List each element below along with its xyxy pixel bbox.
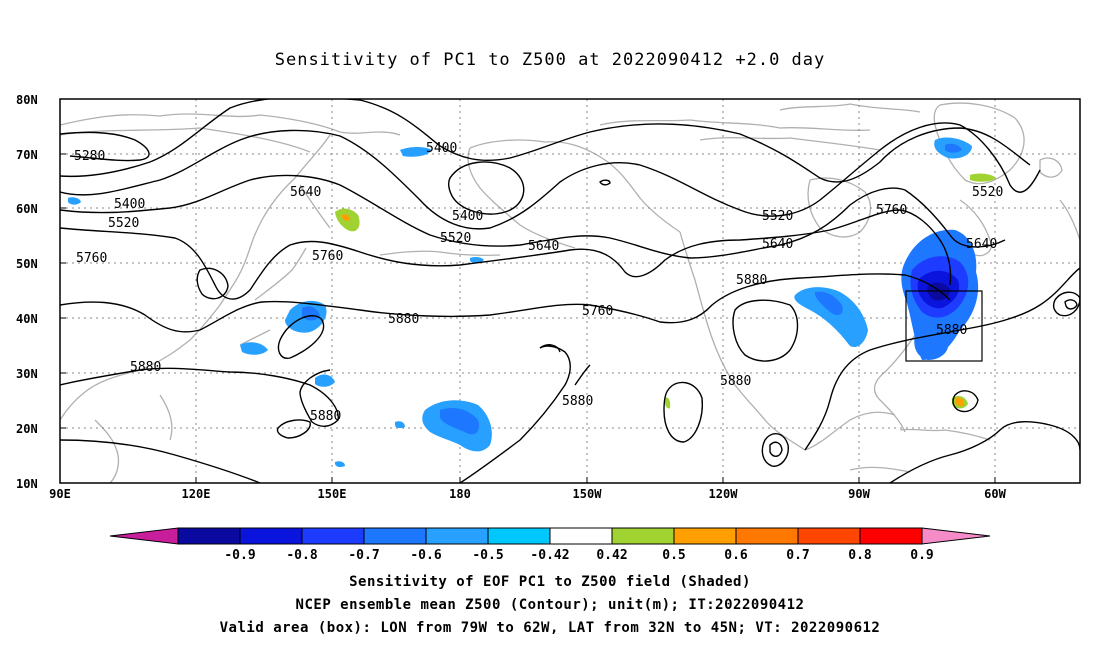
contour-label: 5760 (582, 304, 613, 319)
valid-area-box (905, 290, 983, 362)
map-frame (59, 98, 1081, 484)
lon-label: 180 (449, 487, 471, 501)
contour-label: 5640 (528, 239, 559, 254)
colorbar-tick-label: 0.7 (786, 548, 809, 563)
colorbar-segment (239, 527, 303, 545)
contour-label: 5880 (310, 409, 341, 424)
plot-title: Sensitivity of PC1 to Z500 at 2022090412… (274, 50, 826, 70)
contour-label: 5880 (936, 323, 967, 338)
lat-label: 20N (16, 422, 38, 436)
contour-label: 5400 (114, 197, 145, 212)
lat-label: 50N (16, 257, 38, 271)
colorbar-segment (673, 527, 737, 545)
caption-line-3: Valid area (box): LON from 79W to 62W, L… (219, 620, 881, 636)
lat-label: 30N (16, 367, 38, 381)
lat-label: 80N (16, 93, 38, 107)
contour-label: 5760 (876, 203, 907, 218)
lat-label: 60N (16, 202, 38, 216)
lon-label: 120E (182, 487, 211, 501)
lon-label: 90W (848, 487, 870, 501)
colorbar-segment (487, 527, 551, 545)
colorbar-tick-label: -0.6 (410, 548, 441, 563)
colorbar-segment (797, 527, 861, 545)
contour-label: 5400 (426, 141, 457, 156)
lon-label: 90E (49, 487, 71, 501)
lon-label: 120W (709, 487, 739, 501)
axis-ticks (60, 98, 996, 484)
contour-label: 5880 (130, 360, 161, 375)
colorbar-tick-label: -0.9 (224, 548, 255, 563)
colorbar: -0.9 -0.8 -0.7 -0.6 -0.5 -0.42 0.42 0.5 0.6 0.7 0.… (109, 527, 991, 563)
colorbar-segment (735, 527, 799, 545)
lat-label: 10N (16, 477, 38, 491)
colorbar-segment (425, 527, 489, 545)
contour-label: 5880 (736, 273, 767, 288)
lon-label: 150E (318, 487, 347, 501)
lat-label: 70N (16, 148, 38, 162)
longitude-labels: 90E 120E 150E 180 150W 120W 90W 60W (49, 487, 1006, 501)
contour-label: 5280 (74, 149, 105, 164)
colorbar-segment (301, 527, 365, 545)
colorbar-tick-label: 0.9 (910, 548, 933, 563)
colorbar-tick-label: -0.42 (530, 548, 569, 563)
lon-label: 150W (573, 487, 603, 501)
contour-label: 5400 (452, 209, 483, 224)
colorbar-tick-label: -0.5 (472, 548, 503, 563)
colorbar-tick-label: -0.7 (348, 548, 379, 563)
contour-label: 5880 (562, 394, 593, 409)
colorbar-tick-label: 0.5 (662, 548, 685, 563)
colorbar-lower-extension (109, 527, 179, 545)
colorbar-segment (363, 527, 427, 545)
latitude-labels: 80N 70N 60N 50N 40N 30N 20N 10N (16, 93, 38, 491)
contour-label: 5880 (720, 374, 751, 389)
colorbar-upper-extension (921, 527, 991, 545)
contour-label: 5640 (290, 185, 321, 200)
colorbar-tick-label: -0.8 (286, 548, 317, 563)
lon-label: 60W (984, 487, 1006, 501)
colorbar-segment (549, 527, 613, 545)
lat-label: 40N (16, 312, 38, 326)
caption-line-2: NCEP ensemble mean Z500 (Contour); unit(… (295, 597, 805, 613)
caption-line-1: Sensitivity of EOF PC1 to Z500 field (Sh… (349, 574, 751, 590)
colorbar-tick-label: 0.6 (724, 548, 748, 563)
colorbar-segment (177, 527, 241, 545)
z500-contours (60, 99, 1080, 483)
contour-label: 5760 (76, 251, 107, 266)
contour-label: 5520 (108, 216, 139, 231)
sensitivity-shading (68, 137, 996, 468)
colorbar-tick-label: 0.8 (848, 548, 872, 563)
contour-label: 5520 (440, 231, 471, 246)
colorbar-tick-label: 0.42 (596, 548, 627, 563)
colorbar-segment (859, 527, 923, 545)
contour-labels: 5280 5400 5400 5400 5400 5520 5520 5520 … (74, 141, 1003, 424)
contour-label: 5640 (762, 237, 793, 252)
contour-label: 5880 (388, 312, 419, 327)
contour-label: 5520 (972, 185, 1003, 200)
colorbar-segment (611, 527, 675, 545)
contour-label: 5760 (312, 249, 343, 264)
contour-label: 5520 (762, 209, 793, 224)
contour-label: 5640 (966, 237, 997, 252)
